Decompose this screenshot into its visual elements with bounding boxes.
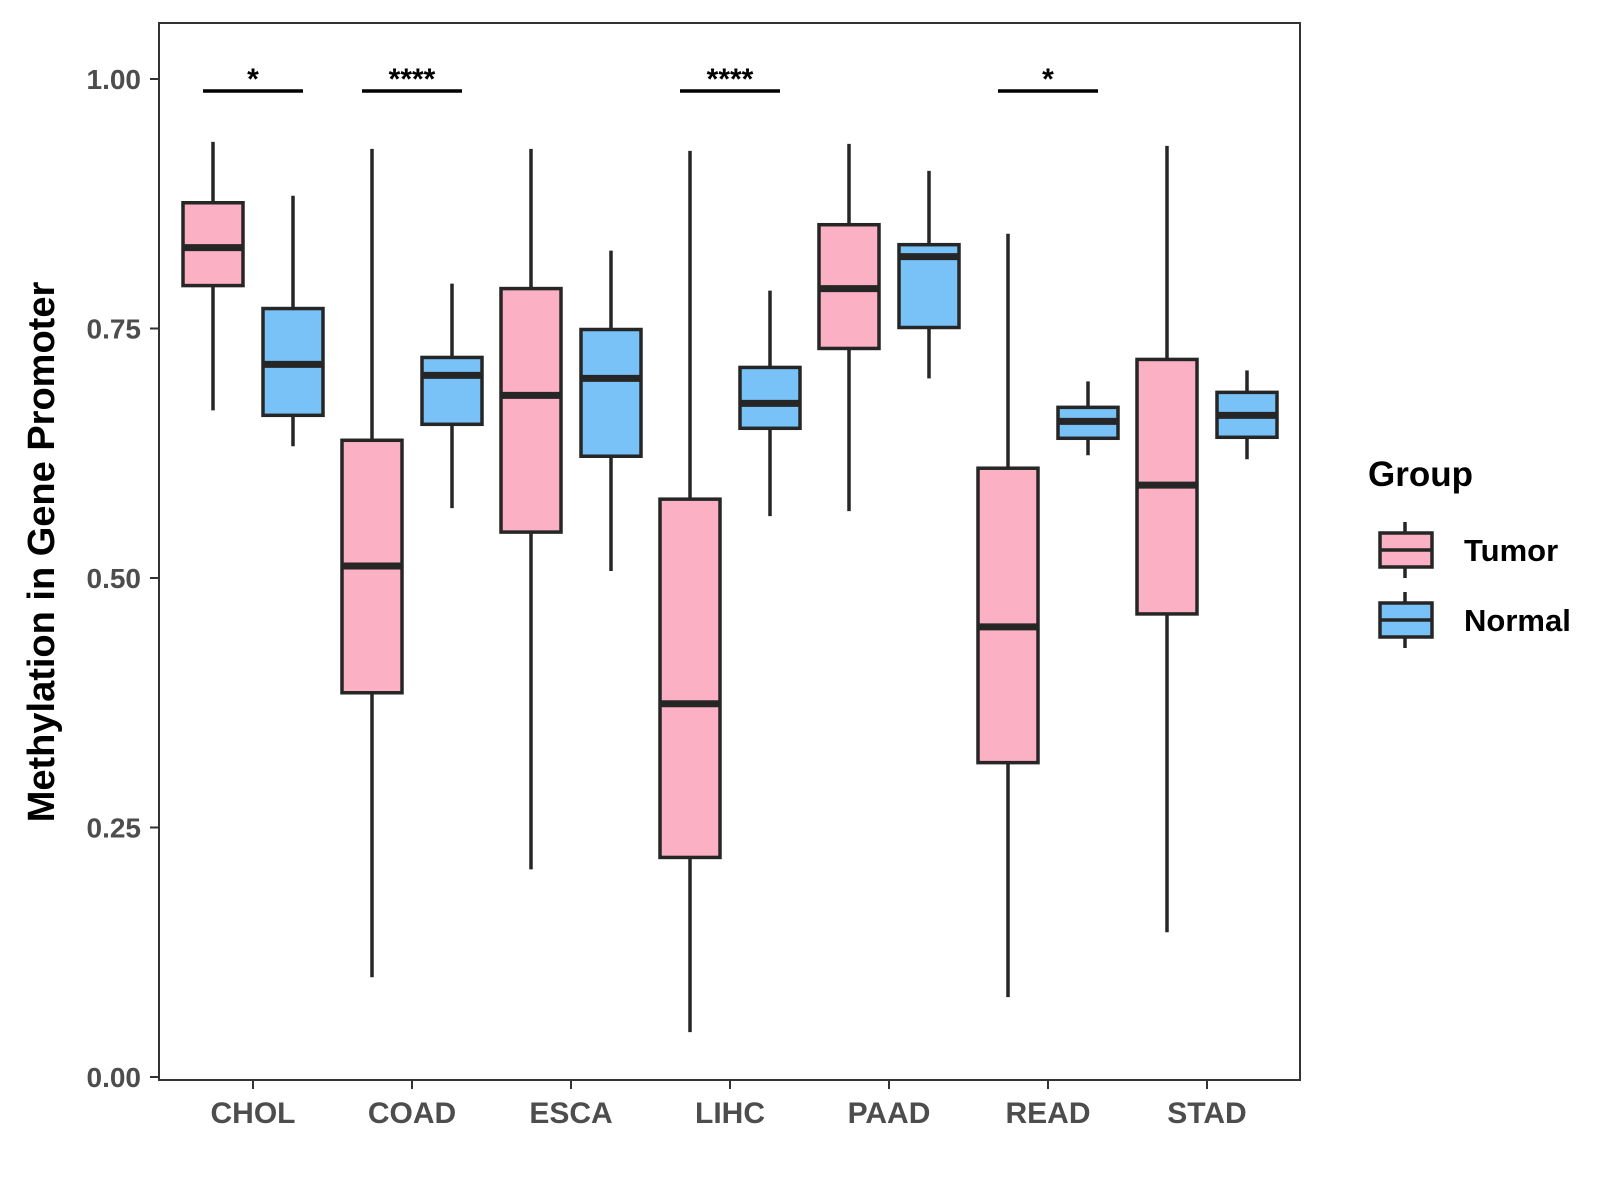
x-tick-label-paad: PAAD bbox=[848, 1097, 931, 1130]
legend-title: Group bbox=[1368, 455, 1473, 494]
box-tumor-lihc bbox=[658, 150, 722, 1033]
box-normal-esca bbox=[579, 250, 643, 572]
significance-label-chol: * bbox=[247, 63, 259, 96]
box-tumor-coad bbox=[340, 148, 404, 978]
y-tick-label: 0.00 bbox=[87, 1062, 142, 1093]
legend-label-normal: Normal bbox=[1464, 603, 1571, 638]
legend-label-tumor: Tumor bbox=[1464, 533, 1558, 568]
legend-item-tumor: Tumor bbox=[1378, 522, 1558, 578]
box-tumor-esca bbox=[499, 148, 563, 870]
box-body-tumor-esca bbox=[499, 286, 563, 534]
y-tick-label: 1.00 bbox=[87, 64, 142, 95]
box-normal-chol bbox=[261, 195, 325, 447]
box-normal-coad bbox=[420, 283, 484, 509]
box-normal-paad bbox=[897, 170, 961, 379]
significance-label-read: * bbox=[1042, 63, 1054, 96]
box-body-normal-lihc bbox=[738, 365, 802, 431]
box-body-tumor-read bbox=[976, 466, 1040, 765]
legend-item-normal: Normal bbox=[1378, 592, 1571, 648]
box-normal-read bbox=[1056, 381, 1120, 456]
x-tick-label-esca: ESCA bbox=[529, 1097, 612, 1130]
axes: 0.00 0.25 0.50 0.75 1.00 CHOL COAD ESCA LIHC PAAD… bbox=[87, 64, 1247, 1130]
box-normal-lihc bbox=[738, 290, 802, 517]
plot-area: * **** **** * bbox=[181, 63, 1279, 1033]
x-tick-label-chol: CHOL bbox=[211, 1097, 296, 1130]
y-tick-label: 0.75 bbox=[87, 314, 142, 345]
box-body-tumor-lihc bbox=[658, 497, 722, 860]
legend: Group Tumor Normal bbox=[1368, 455, 1571, 648]
y-axis-title: Methylation in Gene Promoter bbox=[21, 282, 63, 823]
y-tick-label: 0.25 bbox=[87, 813, 142, 844]
box-tumor-read bbox=[976, 233, 1040, 998]
y-tick-label: 0.50 bbox=[87, 563, 142, 594]
x-tick-label-lihc: LIHC bbox=[695, 1097, 765, 1130]
significance-label-coad: **** bbox=[389, 63, 436, 96]
box-body-normal-esca bbox=[579, 327, 643, 458]
box-tumor-paad bbox=[817, 143, 881, 512]
x-tick-label-read: READ bbox=[1005, 1097, 1090, 1130]
significance-label-lihc: **** bbox=[707, 63, 754, 96]
x-tick-label-coad: COAD bbox=[368, 1097, 456, 1130]
box-normal-stad bbox=[1215, 370, 1279, 460]
box-tumor-stad bbox=[1135, 145, 1199, 933]
box-tumor-chol bbox=[181, 141, 245, 411]
box-body-normal-coad bbox=[420, 355, 484, 427]
x-tick-label-stad: STAD bbox=[1167, 1097, 1246, 1130]
